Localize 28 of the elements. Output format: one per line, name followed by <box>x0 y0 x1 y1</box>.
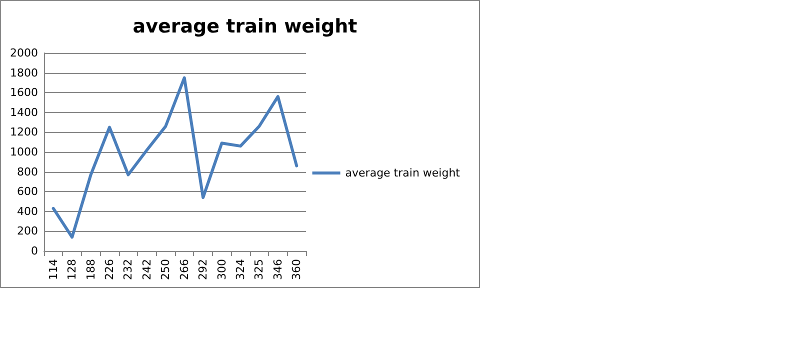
x-tick-label: 128 <box>66 259 79 280</box>
x-tick-label: 324 <box>234 259 247 280</box>
y-tick-label: 600 <box>17 185 38 198</box>
x-tick-label: 226 <box>103 259 116 280</box>
x-tick-label: 188 <box>84 259 98 280</box>
legend-label: average train weight <box>345 166 461 180</box>
y-tick-label: 400 <box>17 204 38 218</box>
y-tick-label: 200 <box>17 224 38 238</box>
y-tick-label: 800 <box>17 165 38 178</box>
x-tick-label: 300 <box>215 259 228 280</box>
x-tick-label: 292 <box>196 259 210 280</box>
x-tick-label: 346 <box>271 259 284 280</box>
y-tick-label: 1600 <box>10 86 38 100</box>
y-tick-label: 2000 <box>10 46 38 60</box>
x-tick-label: 232 <box>122 259 135 280</box>
x-tick-label: 360 <box>290 259 304 280</box>
x-tick-label: 242 <box>140 259 154 280</box>
y-tick-label: 1000 <box>10 146 38 158</box>
y-tick-label: 1200 <box>10 126 38 139</box>
x-tick-label: 250 <box>159 259 172 280</box>
y-tick-label: 0 <box>31 244 38 258</box>
line-series <box>52 76 298 239</box>
x-tick-label: 114 <box>46 259 60 280</box>
y-tick-label: 1400 <box>10 106 38 119</box>
x-tick-label: 325 <box>252 259 266 280</box>
x-tick-label: 266 <box>178 259 191 280</box>
chart-title: average train weight <box>132 16 358 38</box>
y-tick-label: 1800 <box>10 66 38 80</box>
